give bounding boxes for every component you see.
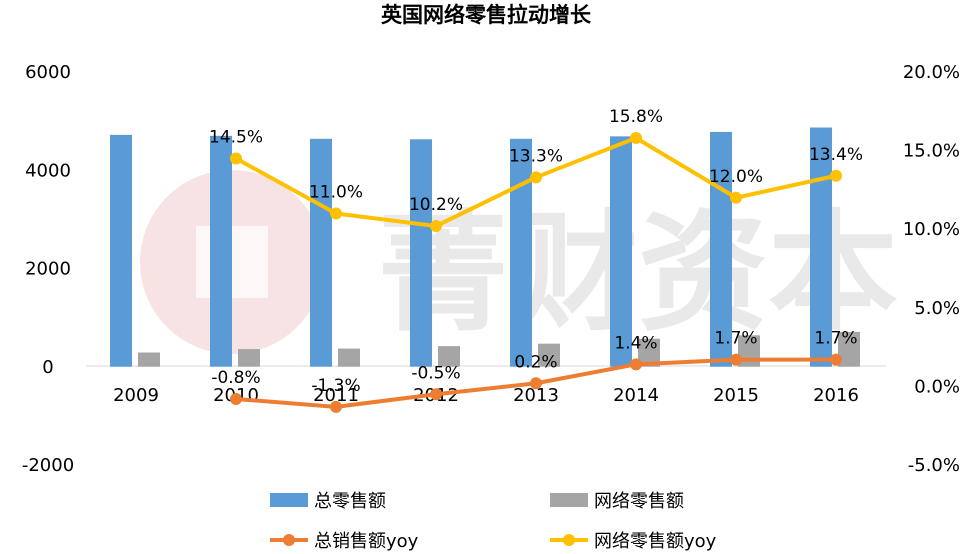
- legend-label: 总销售额yoy: [314, 531, 419, 552]
- series-marker: [230, 392, 242, 405]
- legend-label: 总零售额: [314, 491, 386, 512]
- bar: [410, 139, 432, 367]
- data-label: -0.5%: [411, 363, 460, 383]
- left-axis: 6000 4000 2000 0 -2000: [22, 62, 74, 476]
- legend-marker: [563, 534, 575, 546]
- bar: [138, 352, 160, 367]
- data-label: 13.4%: [809, 145, 863, 165]
- series-marker: [830, 353, 842, 366]
- series-marker: [230, 152, 242, 165]
- left-tick-label: 0: [42, 357, 53, 378]
- legend-label: 网络零售额yoy: [594, 531, 717, 552]
- series-marker: [630, 358, 642, 371]
- bar: [638, 338, 660, 367]
- data-label: 1.4%: [614, 333, 657, 353]
- x-tick-label: 2015: [713, 385, 759, 406]
- bar-series: [110, 127, 860, 367]
- data-label: 1.7%: [814, 329, 857, 349]
- data-label: 14.5%: [209, 127, 263, 147]
- data-label: 1.7%: [714, 329, 757, 349]
- legend-marker: [283, 534, 295, 546]
- bar: [338, 348, 360, 367]
- x-tick-label: 2016: [813, 385, 859, 406]
- right-tick-label: 5.0%: [914, 298, 960, 319]
- chart-title: 英国网络零售拉动增长: [381, 2, 592, 27]
- x-tick-label: 2013: [513, 385, 559, 406]
- right-tick-label: -5.0%: [908, 455, 960, 476]
- series-marker: [830, 169, 842, 182]
- legend-swatch: [270, 493, 308, 507]
- right-tick-label: 20.0%: [903, 62, 960, 83]
- right-tick-label: 0.0%: [914, 376, 960, 397]
- bar: [510, 138, 532, 367]
- bar: [210, 135, 232, 367]
- data-labels: -0.8% -1.3% -0.5% 0.2% 1.4% 1.7% 1.7% 14.5% 11.0…: [209, 107, 863, 396]
- right-axis: 20.0% 15.0% 10.0% 5.0% 0.0% -5.0%: [903, 62, 960, 476]
- legend-label: 网络零售额: [594, 491, 684, 512]
- left-tick-label: 6000: [25, 62, 71, 83]
- series-marker: [730, 191, 742, 204]
- legend-swatch: [550, 493, 588, 507]
- bar: [438, 346, 460, 367]
- series-marker: [530, 377, 542, 390]
- left-tick-label: 2000: [25, 259, 71, 280]
- data-label: 10.2%: [409, 195, 463, 215]
- bar: [838, 331, 860, 367]
- x-tick-label: 2009: [113, 385, 159, 406]
- bar: [310, 138, 332, 367]
- bar: [238, 349, 260, 367]
- series-marker: [430, 388, 442, 401]
- left-tick-label: 4000: [25, 160, 71, 181]
- series-marker: [330, 400, 342, 413]
- right-tick-label: 10.0%: [903, 219, 960, 240]
- data-label: 15.8%: [609, 107, 663, 127]
- left-tick-label: -2000: [22, 455, 74, 476]
- series-marker: [530, 171, 542, 184]
- series-marker: [730, 353, 742, 366]
- series-marker: [630, 132, 642, 145]
- right-tick-label: 15.0%: [903, 141, 960, 162]
- line-series: [230, 132, 842, 413]
- bar: [110, 134, 132, 367]
- data-label: 13.3%: [509, 146, 563, 166]
- bar: [610, 136, 632, 367]
- data-label: -1.3%: [311, 376, 360, 396]
- bar: [538, 343, 560, 367]
- series-marker: [330, 207, 342, 220]
- x-tick-label: 2011: [313, 385, 359, 406]
- bar: [810, 127, 832, 367]
- data-label: 12.0%: [709, 167, 763, 187]
- x-tick-label: 2014: [613, 385, 659, 406]
- data-label: -0.8%: [211, 368, 260, 388]
- watermark: 菁财资本: [140, 170, 898, 354]
- series-marker: [430, 220, 442, 233]
- data-label: 0.2%: [514, 352, 557, 372]
- x-axis: 20092010201120122013201420152016: [113, 385, 859, 406]
- data-label: 11.0%: [309, 182, 363, 202]
